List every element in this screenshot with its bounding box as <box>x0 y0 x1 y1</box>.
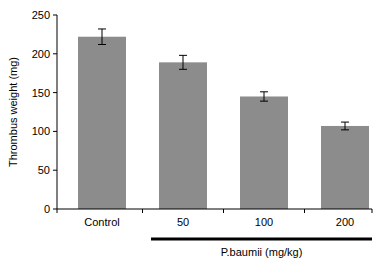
y-axis-label: Thrombus weight (mg) <box>7 57 19 167</box>
y-tick <box>53 131 57 132</box>
chart: 0 50 100 150 200 250 Control 50 100 200 Thrombus w… <box>0 0 374 274</box>
y-tick <box>53 170 57 171</box>
x-axis <box>57 209 372 210</box>
error-stem <box>183 55 184 69</box>
y-tick-label: 150 <box>32 87 50 99</box>
error-stem <box>264 92 265 101</box>
x-tick-label: 100 <box>255 216 273 228</box>
error-cap <box>260 91 268 92</box>
group-bracket <box>151 238 372 241</box>
group-label: P.baumii (mg/kg) <box>221 246 303 258</box>
error-bar <box>260 92 268 101</box>
error-cap <box>179 69 187 70</box>
y-tick-label: 50 <box>38 164 50 176</box>
x-tick <box>304 209 305 213</box>
error-bar <box>179 55 187 69</box>
error-cap <box>98 28 106 29</box>
x-tick <box>372 209 373 213</box>
y-tick-label: 100 <box>32 125 50 137</box>
error-cap <box>179 55 187 56</box>
y-tick <box>53 15 57 16</box>
error-bar <box>341 122 349 130</box>
x-tick <box>142 209 143 213</box>
bar <box>321 126 369 209</box>
error-cap <box>98 44 106 45</box>
y-tick <box>53 53 57 54</box>
y-tick-label: 0 <box>44 203 50 215</box>
x-tick-label: Control <box>84 216 119 228</box>
y-tick-label: 250 <box>32 9 50 21</box>
y-tick <box>53 209 57 210</box>
x-tick-label: 50 <box>177 216 189 228</box>
error-bar <box>98 29 106 45</box>
bar <box>240 96 288 209</box>
y-axis <box>57 15 58 209</box>
y-tick-label: 200 <box>32 48 50 60</box>
error-cap <box>341 129 349 130</box>
y-tick <box>53 92 57 93</box>
error-cap <box>260 101 268 102</box>
bar <box>159 62 207 209</box>
error-cap <box>341 122 349 123</box>
error-stem <box>345 122 346 130</box>
x-tick-label: 200 <box>336 216 354 228</box>
bar <box>78 37 126 209</box>
x-tick <box>57 209 58 213</box>
bars <box>78 29 369 209</box>
x-tick <box>223 209 224 213</box>
error-stem <box>102 29 103 45</box>
